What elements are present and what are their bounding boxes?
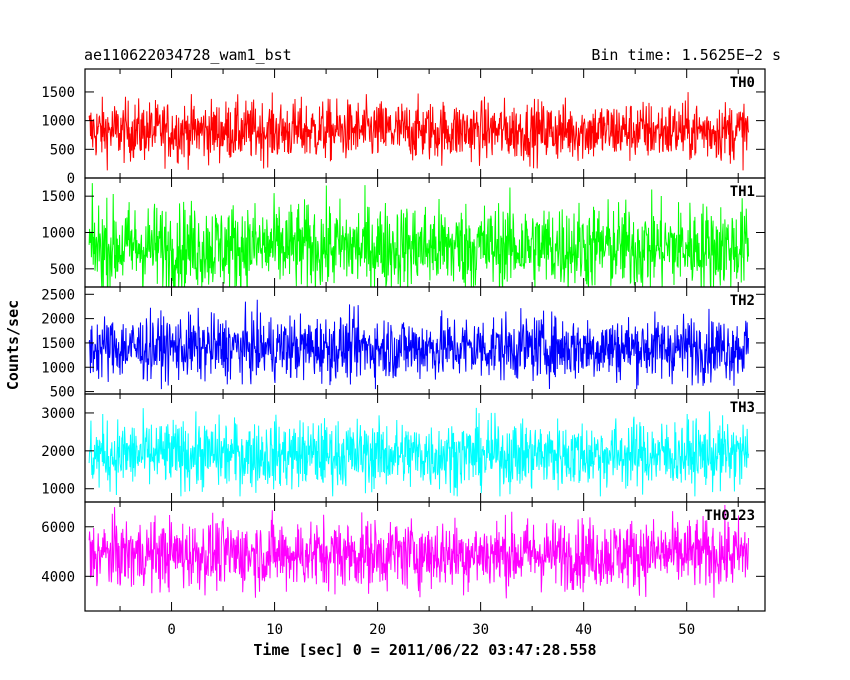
y-tick-label: 1000: [41, 226, 75, 242]
y-tick-label: 2500: [41, 287, 75, 303]
x-axis-label: Time [sec] 0 = 2011/06/22 03:47:28.558: [253, 641, 596, 659]
series-th1: [88, 183, 750, 287]
chart-subtitle: Bin time: 1.5625E−2 s: [591, 46, 781, 64]
y-tick-label: 0: [67, 171, 75, 187]
panel-label: TH3: [730, 400, 755, 416]
y-axis-label: Counts/sec: [4, 300, 22, 390]
series-th2: [88, 299, 750, 390]
y-tick-label: 2000: [41, 444, 75, 460]
panel-th0123: 4000 6000 TH0123: [41, 501, 766, 612]
series-th0: [88, 92, 750, 171]
y-tick-label: 4000: [41, 569, 75, 585]
y-tick-label: 1000: [41, 114, 75, 130]
y-tick-label: 500: [50, 262, 75, 278]
x-tick-label: 10: [266, 622, 283, 638]
chart-title: ae110622034728_wam1_bst: [84, 46, 292, 64]
panel-th3: 1000 2000 3000 TH3: [41, 393, 766, 503]
y-tick-label: 1500: [41, 85, 75, 101]
x-tick-label: 50: [678, 622, 695, 638]
x-tick-label: 30: [472, 622, 489, 638]
panel-th0: 0 500 1000 1500 TH0: [41, 68, 766, 187]
y-tick-label: 6000: [41, 520, 75, 536]
panel-th1: 500 1000 1500 TH1: [41, 177, 766, 288]
x-tick-label: 0: [167, 622, 175, 638]
y-tick-label: 3000: [41, 406, 75, 422]
panel-th2: 500 1000 1500 2000 2500 TH2: [41, 286, 766, 401]
panel-frame: [84, 501, 766, 612]
y-tick-label: 1500: [41, 189, 75, 205]
y-tick-label: 1000: [41, 482, 75, 498]
panel-label: TH0123: [704, 508, 755, 524]
panel-label: TH0: [730, 75, 755, 91]
panel-label: TH1: [730, 184, 755, 200]
panel-label: TH2: [730, 293, 755, 309]
series-th3: [88, 407, 750, 497]
x-tick-label: 40: [575, 622, 592, 638]
series-th0123: [88, 505, 750, 599]
y-tick-label: 500: [50, 142, 75, 158]
y-tick-label: 1000: [41, 360, 75, 376]
x-tick-label: 20: [369, 622, 386, 638]
y-tick-label: 2000: [41, 312, 75, 328]
y-tick-label: 1500: [41, 336, 75, 352]
y-tick-label: 500: [50, 385, 75, 401]
